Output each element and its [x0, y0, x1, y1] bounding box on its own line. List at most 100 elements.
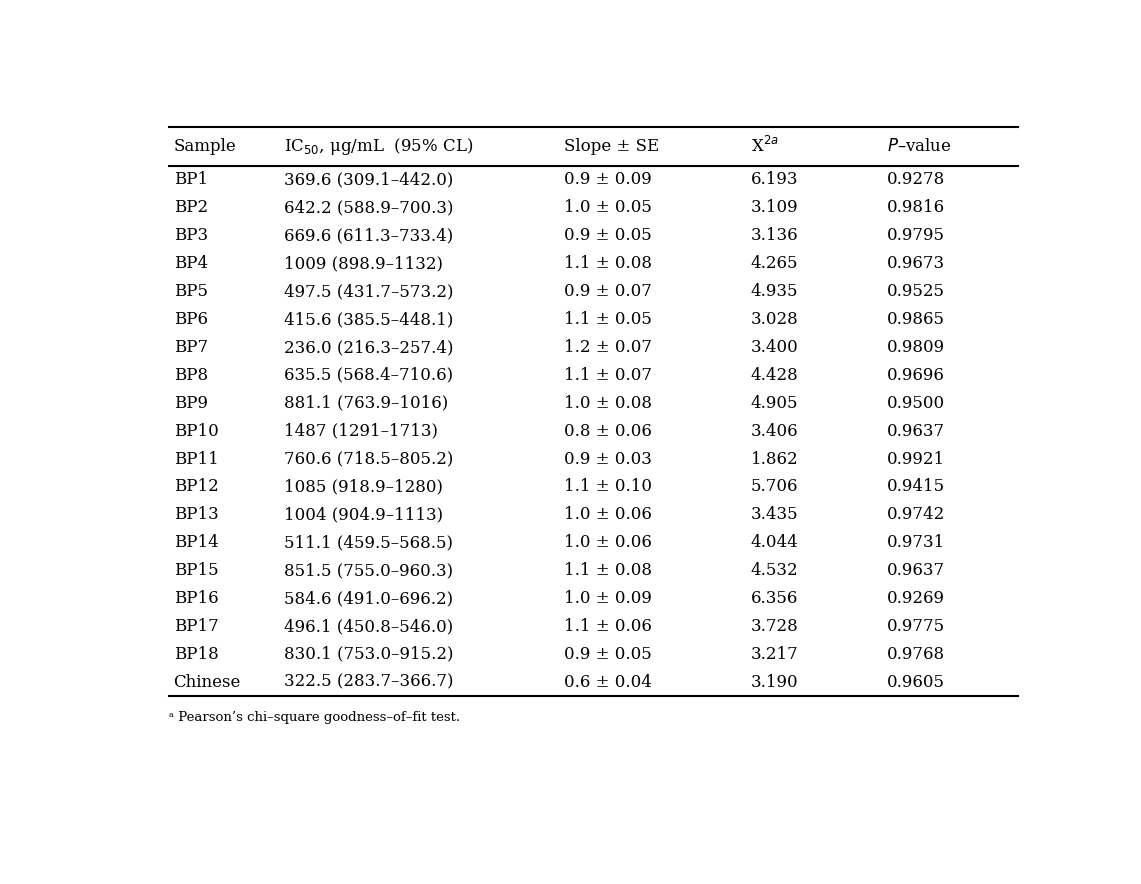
Text: 760.6 (718.5–805.2): 760.6 (718.5–805.2) — [284, 451, 453, 468]
Text: Sample: Sample — [173, 138, 236, 155]
Text: BP18: BP18 — [173, 646, 218, 663]
Text: 0.9731: 0.9731 — [887, 534, 945, 552]
Text: 0.9768: 0.9768 — [887, 646, 945, 663]
Text: 635.5 (568.4–710.6): 635.5 (568.4–710.6) — [284, 367, 453, 384]
Text: 322.5 (283.7–366.7): 322.5 (283.7–366.7) — [284, 674, 453, 690]
Text: 0.9278: 0.9278 — [887, 171, 945, 188]
Text: 0.9637: 0.9637 — [887, 562, 945, 579]
Text: 1.0 ± 0.06: 1.0 ± 0.06 — [564, 507, 652, 523]
Text: 3.435: 3.435 — [751, 507, 799, 523]
Text: 0.9809: 0.9809 — [887, 339, 945, 356]
Text: 0.9 ± 0.07: 0.9 ± 0.07 — [564, 283, 652, 300]
Text: BP10: BP10 — [173, 423, 218, 439]
Text: 4.532: 4.532 — [751, 562, 799, 579]
Text: BP15: BP15 — [173, 562, 218, 579]
Text: 0.9 ± 0.05: 0.9 ± 0.05 — [564, 646, 652, 663]
Text: 642.2 (588.9–700.3): 642.2 (588.9–700.3) — [284, 199, 453, 217]
Text: 496.1 (450.8–546.0): 496.1 (450.8–546.0) — [284, 618, 453, 635]
Text: 0.9865: 0.9865 — [887, 311, 945, 328]
Text: 1.0 ± 0.09: 1.0 ± 0.09 — [564, 590, 652, 607]
Text: BP8: BP8 — [173, 367, 208, 384]
Text: 0.9415: 0.9415 — [887, 478, 945, 495]
Text: BP11: BP11 — [173, 451, 218, 468]
Text: BP3: BP3 — [173, 227, 208, 244]
Text: 0.9 ± 0.09: 0.9 ± 0.09 — [564, 171, 652, 188]
Text: 1.2 ± 0.07: 1.2 ± 0.07 — [564, 339, 652, 356]
Text: 6.356: 6.356 — [751, 590, 799, 607]
Text: 6.193: 6.193 — [751, 171, 799, 188]
Text: BP7: BP7 — [173, 339, 208, 356]
Text: 5.706: 5.706 — [751, 478, 799, 495]
Text: 3.190: 3.190 — [751, 674, 799, 690]
Text: ᵃ Pearson’s chi–square goodness–of–fit test.: ᵃ Pearson’s chi–square goodness–of–fit t… — [169, 712, 460, 724]
Text: 0.9 ± 0.03: 0.9 ± 0.03 — [564, 451, 652, 468]
Text: 0.8 ± 0.06: 0.8 ± 0.06 — [564, 423, 652, 439]
Text: 3.728: 3.728 — [751, 618, 799, 635]
Text: Slope ± SE: Slope ± SE — [564, 138, 659, 155]
Text: 851.5 (755.0–960.3): 851.5 (755.0–960.3) — [284, 562, 453, 579]
Text: 497.5 (431.7–573.2): 497.5 (431.7–573.2) — [284, 283, 453, 300]
Text: 0.9673: 0.9673 — [887, 255, 945, 272]
Text: BP12: BP12 — [173, 478, 218, 495]
Text: 4.044: 4.044 — [751, 534, 799, 552]
Text: 0.9500: 0.9500 — [887, 394, 945, 412]
Text: $P$–value: $P$–value — [887, 138, 952, 155]
Text: BP1: BP1 — [173, 171, 208, 188]
Text: 511.1 (459.5–568.5): 511.1 (459.5–568.5) — [284, 534, 453, 552]
Text: 1.1 ± 0.05: 1.1 ± 0.05 — [564, 311, 652, 328]
Text: 3.028: 3.028 — [751, 311, 799, 328]
Text: 881.1 (763.9–1016): 881.1 (763.9–1016) — [284, 394, 448, 412]
Text: 1487 (1291–1713): 1487 (1291–1713) — [284, 423, 438, 439]
Text: 1.1 ± 0.08: 1.1 ± 0.08 — [564, 255, 652, 272]
Text: 415.6 (385.5–448.1): 415.6 (385.5–448.1) — [284, 311, 453, 328]
Text: BP9: BP9 — [173, 394, 208, 412]
Text: IC$_{50}$, μg/mL  (95% CL): IC$_{50}$, μg/mL (95% CL) — [284, 136, 474, 156]
Text: Chinese: Chinese — [173, 674, 241, 690]
Text: 1.1 ± 0.06: 1.1 ± 0.06 — [564, 618, 652, 635]
Text: 3.109: 3.109 — [751, 199, 799, 217]
Text: 0.9742: 0.9742 — [887, 507, 945, 523]
Text: BP16: BP16 — [173, 590, 218, 607]
Text: 0.9696: 0.9696 — [887, 367, 945, 384]
Text: BP5: BP5 — [173, 283, 208, 300]
Text: 0.9921: 0.9921 — [887, 451, 945, 468]
Text: 3.136: 3.136 — [751, 227, 799, 244]
Text: 0.6 ± 0.04: 0.6 ± 0.04 — [564, 674, 652, 690]
Text: 3.217: 3.217 — [751, 646, 799, 663]
Text: 830.1 (753.0–915.2): 830.1 (753.0–915.2) — [284, 646, 453, 663]
Text: 0.9269: 0.9269 — [887, 590, 945, 607]
Text: 584.6 (491.0–696.2): 584.6 (491.0–696.2) — [284, 590, 453, 607]
Text: 0.9525: 0.9525 — [887, 283, 945, 300]
Text: BP13: BP13 — [173, 507, 218, 523]
Text: BP6: BP6 — [173, 311, 208, 328]
Text: 4.265: 4.265 — [751, 255, 799, 272]
Text: 0.9605: 0.9605 — [887, 674, 945, 690]
Text: 1.0 ± 0.05: 1.0 ± 0.05 — [564, 199, 652, 217]
Text: BP14: BP14 — [173, 534, 218, 552]
Text: 1009 (898.9–1132): 1009 (898.9–1132) — [284, 255, 443, 272]
Text: 1.1 ± 0.10: 1.1 ± 0.10 — [564, 478, 652, 495]
Text: 0.9775: 0.9775 — [887, 618, 945, 635]
Text: 0.9 ± 0.05: 0.9 ± 0.05 — [564, 227, 652, 244]
Text: 3.400: 3.400 — [751, 339, 799, 356]
Text: 3.406: 3.406 — [751, 423, 799, 439]
Text: 369.6 (309.1–442.0): 369.6 (309.1–442.0) — [284, 171, 453, 188]
Text: 4.428: 4.428 — [751, 367, 799, 384]
Text: 1085 (918.9–1280): 1085 (918.9–1280) — [284, 478, 443, 495]
Text: 0.9795: 0.9795 — [887, 227, 945, 244]
Text: 0.9816: 0.9816 — [887, 199, 945, 217]
Text: 1.1 ± 0.08: 1.1 ± 0.08 — [564, 562, 652, 579]
Text: 669.6 (611.3–733.4): 669.6 (611.3–733.4) — [284, 227, 453, 244]
Text: 1004 (904.9–1113): 1004 (904.9–1113) — [284, 507, 443, 523]
Text: 0.9637: 0.9637 — [887, 423, 945, 439]
Text: X$^{2a}$: X$^{2a}$ — [751, 136, 778, 156]
Text: 1.1 ± 0.07: 1.1 ± 0.07 — [564, 367, 652, 384]
Text: 4.935: 4.935 — [751, 283, 799, 300]
Text: 1.862: 1.862 — [751, 451, 799, 468]
Text: BP4: BP4 — [173, 255, 208, 272]
Text: BP2: BP2 — [173, 199, 208, 217]
Text: 1.0 ± 0.08: 1.0 ± 0.08 — [564, 394, 652, 412]
Text: BP17: BP17 — [173, 618, 218, 635]
Text: 4.905: 4.905 — [751, 394, 799, 412]
Text: 1.0 ± 0.06: 1.0 ± 0.06 — [564, 534, 652, 552]
